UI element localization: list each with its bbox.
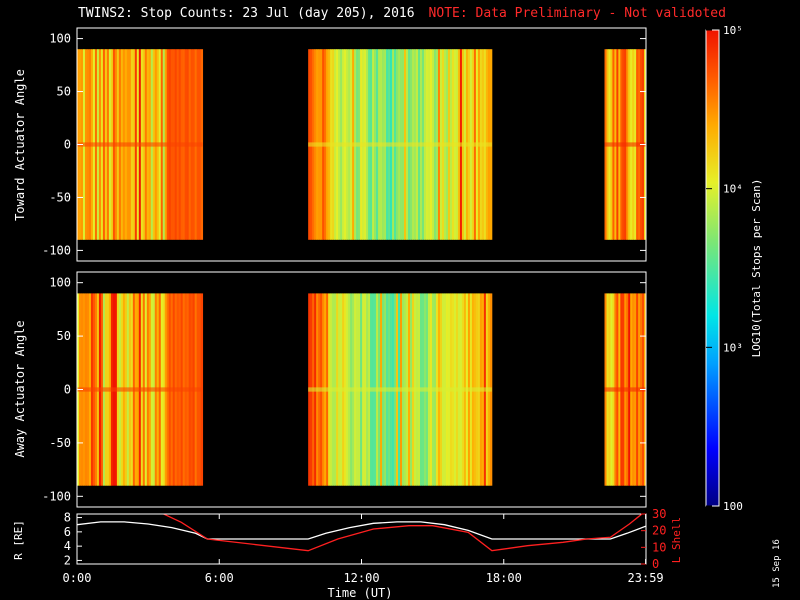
- r-tick-label: 6: [64, 525, 71, 539]
- y-tick-label: -100: [42, 489, 71, 503]
- lshell-tick-label: 30: [652, 507, 666, 521]
- away-ylabel: Away Actuator Angle: [13, 320, 27, 457]
- colorbar: 100 10³ 10⁴ 10⁵ LOG10(Total Stops per Scan): [705, 24, 763, 513]
- time-x-ticks: 0:00 6:00 12:00 18:00 23:59: [63, 514, 664, 585]
- orbit-right-ylabel: L Shell: [670, 517, 683, 563]
- chart-title-main: TWINS2: Stop Counts: 23 Jul (day 205), 2…: [78, 6, 415, 21]
- x-tick-label: 23:59: [628, 571, 664, 585]
- y-tick-label: 100: [49, 32, 71, 46]
- colorbar-ticks: 100 10³ 10⁴ 10⁵: [706, 24, 743, 513]
- orbit-right-ticks: 0 10 20 30: [641, 507, 666, 571]
- y-tick-label: 50: [57, 329, 71, 343]
- lshell-tick-label: 0: [652, 557, 659, 571]
- r-tick-label: 4: [64, 539, 71, 553]
- zero-angle-band: [308, 387, 492, 392]
- y-tick-label: -100: [42, 243, 71, 257]
- away-heatmap: [77, 293, 646, 486]
- x-tick-label: 18:00: [486, 571, 522, 585]
- zero-angle-band: [604, 387, 646, 392]
- toward-y-ticks: 100 50 0 -50 -100: [42, 32, 646, 257]
- chart-title-note: NOTE: Data Preliminary - Not validoted: [428, 6, 726, 21]
- y-tick-label: 0: [64, 138, 71, 152]
- r-tick-label: 8: [64, 511, 71, 525]
- toward-panel: 100 50 0 -50 -100 Toward Actuator Angle: [13, 27, 647, 262]
- orbit-lines: [77, 514, 646, 552]
- orbit-left-ylabel: R [RE]: [12, 520, 25, 560]
- x-tick-label: 12:00: [343, 571, 379, 585]
- zero-angle-band: [604, 142, 646, 147]
- x-tick-label: 0:00: [63, 571, 92, 585]
- away-y-ticks: 100 50 0 -50 -100: [42, 276, 646, 503]
- x-axis-label: Time (UT): [327, 586, 392, 600]
- colorbar-strip: [706, 30, 719, 506]
- zero-angle-band: [77, 387, 203, 392]
- zero-angle-band: [308, 142, 492, 147]
- y-tick-label: 50: [57, 85, 71, 99]
- date-stamp: 15 Sep 16: [772, 539, 782, 588]
- x-tick-label: 6:00: [205, 571, 234, 585]
- lshell-tick-label: 20: [652, 524, 666, 538]
- y-tick-label: -50: [49, 436, 71, 450]
- toward-ylabel: Toward Actuator Angle: [13, 69, 27, 221]
- r-tick-label: 2: [64, 553, 71, 567]
- y-tick-label: 100: [49, 276, 71, 290]
- y-tick-label: 0: [64, 383, 71, 397]
- lshell-tick-label: 10: [652, 540, 666, 554]
- colorbar-label: LOG10(Total Stops per Scan): [750, 179, 763, 358]
- colorbar-tick-label: 100: [723, 500, 743, 513]
- chart-title: TWINS2: Stop Counts: 23 Jul (day 205), 2…: [78, 6, 726, 21]
- toward-heatmap: [77, 49, 646, 240]
- colorbar-tick-label: 10⁵: [723, 24, 743, 37]
- colorbar-tick-label: 10⁴: [723, 183, 743, 196]
- colorbar-frame: [705, 29, 720, 507]
- away-panel: 100 50 0 -50 -100 Away Actuator Angle: [13, 271, 647, 508]
- y-tick-label: -50: [49, 190, 71, 204]
- zero-angle-band: [77, 142, 203, 147]
- r-series-line: [77, 521, 646, 540]
- lshell-series-line: [162, 514, 643, 552]
- colorbar-tick-label: 10³: [723, 341, 743, 354]
